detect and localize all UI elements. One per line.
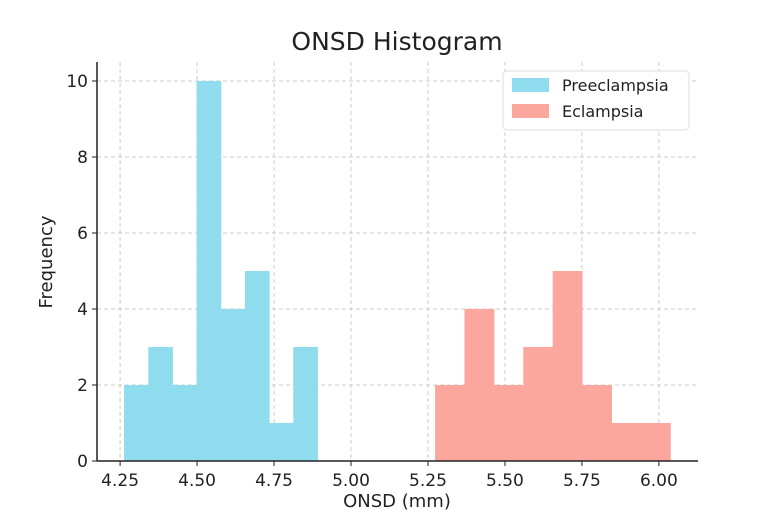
x-axis-label: ONSD (mm) [343, 491, 451, 512]
eclampsia-bar [464, 309, 495, 461]
eclampsia-bar [582, 385, 612, 461]
y-axis-label: Frequency [36, 215, 57, 308]
preeclampsia-bar [124, 385, 149, 461]
preeclampsia-bar [172, 385, 198, 461]
preeclampsia-bar [244, 271, 270, 461]
y-tick-label: 10 [66, 72, 88, 92]
legend-label-preeclampsia: Preeclampsia [562, 76, 669, 95]
legend-swatch-eclampsia [512, 104, 549, 118]
eclampsia-bar [493, 385, 524, 461]
legend-swatch-preeclampsia [512, 78, 549, 92]
legend-label-eclampsia: Eclampsia [562, 102, 643, 121]
legend-box [502, 70, 690, 131]
x-tick-label: 5.50 [486, 471, 524, 491]
preeclampsia-bar [269, 423, 294, 461]
x-tick-label: 5.25 [409, 471, 447, 491]
x-tick-label: 4.75 [255, 471, 293, 491]
eclampsia-bar [640, 423, 671, 461]
x-tick-label: 5.75 [563, 471, 601, 491]
eclampsia-bar [552, 271, 583, 461]
preeclampsia-bar [220, 309, 246, 461]
preeclampsia-bar [148, 347, 173, 461]
x-tick-label: 6.00 [640, 471, 678, 491]
y-tick-label: 8 [77, 148, 88, 168]
eclampsia-bar [435, 385, 465, 461]
eclampsia-bar [523, 347, 554, 461]
x-tick-label: 4.25 [101, 471, 139, 491]
y-tick-label: 2 [77, 376, 88, 396]
eclampsia-bar [611, 423, 642, 461]
preeclampsia-bar [293, 347, 318, 461]
y-tick-label: 4 [77, 300, 88, 320]
preeclampsia-bar [196, 81, 222, 461]
y-tick-label: 0 [77, 452, 88, 472]
x-tick-label: 5.00 [332, 471, 370, 491]
x-tick-label: 4.50 [178, 471, 216, 491]
y-tick-label: 6 [77, 224, 88, 244]
chart-title: ONSD Histogram [291, 27, 502, 56]
